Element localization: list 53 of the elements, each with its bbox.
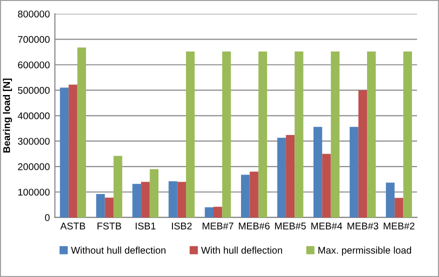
y-axis-title: Bearing load [N] [2, 78, 12, 153]
y-tick-label: 100000 [18, 188, 50, 196]
bar [286, 134, 295, 218]
bar [104, 198, 114, 218]
bar [394, 198, 404, 218]
bar [403, 52, 412, 218]
x-tick-label: ISB2 [172, 222, 192, 230]
y-tick-label: 300000 [18, 138, 50, 145]
x-tick-label: MEB#7 [202, 222, 234, 230]
x-tick-label: MEB#6 [238, 222, 270, 230]
y-tick-label: 800000 [18, 10, 50, 18]
x-tick-label: ISB1 [136, 222, 156, 230]
legend-label: With hull deflection [201, 246, 282, 254]
x-tick-label: MEB#4 [311, 222, 342, 230]
bar [77, 47, 86, 218]
bar [186, 52, 195, 218]
bar [322, 154, 331, 218]
y-tick-label: 700000 [18, 36, 50, 43]
x-tick-label: MEB#3 [348, 222, 378, 230]
bar [204, 207, 214, 218]
y-tick-label: 400000 [18, 112, 50, 120]
bar [250, 172, 258, 218]
bar [150, 169, 158, 218]
x-tick-label: ASTB [60, 222, 86, 230]
bar [114, 156, 122, 218]
bar [386, 182, 395, 218]
x-tick-label: MEB#2 [384, 222, 414, 230]
bar [277, 138, 286, 218]
legend-label: Without hull deflection [70, 246, 166, 254]
bar [358, 90, 368, 218]
bar [367, 52, 376, 218]
bar [313, 126, 322, 218]
x-tick-label: FSTB [98, 222, 122, 230]
bar [214, 206, 222, 218]
y-tick-label: 600000 [18, 61, 50, 68]
y-tick-label: 500000 [18, 86, 50, 94]
y-tick-label: 0 [44, 214, 50, 222]
bar [132, 184, 142, 218]
legend-label: Max. permissible load [318, 246, 412, 256]
bar [141, 182, 150, 218]
bar [222, 52, 231, 218]
bar [68, 84, 78, 218]
bar [241, 174, 250, 218]
bar [350, 126, 358, 218]
bar [177, 182, 186, 218]
bar [60, 88, 69, 218]
bar [168, 181, 178, 218]
bar [330, 52, 340, 218]
y-tick-label: 200000 [18, 163, 50, 170]
bar [294, 52, 304, 218]
x-tick-label: MEB#5 [275, 222, 306, 230]
bar [258, 52, 268, 218]
bar [96, 194, 105, 218]
